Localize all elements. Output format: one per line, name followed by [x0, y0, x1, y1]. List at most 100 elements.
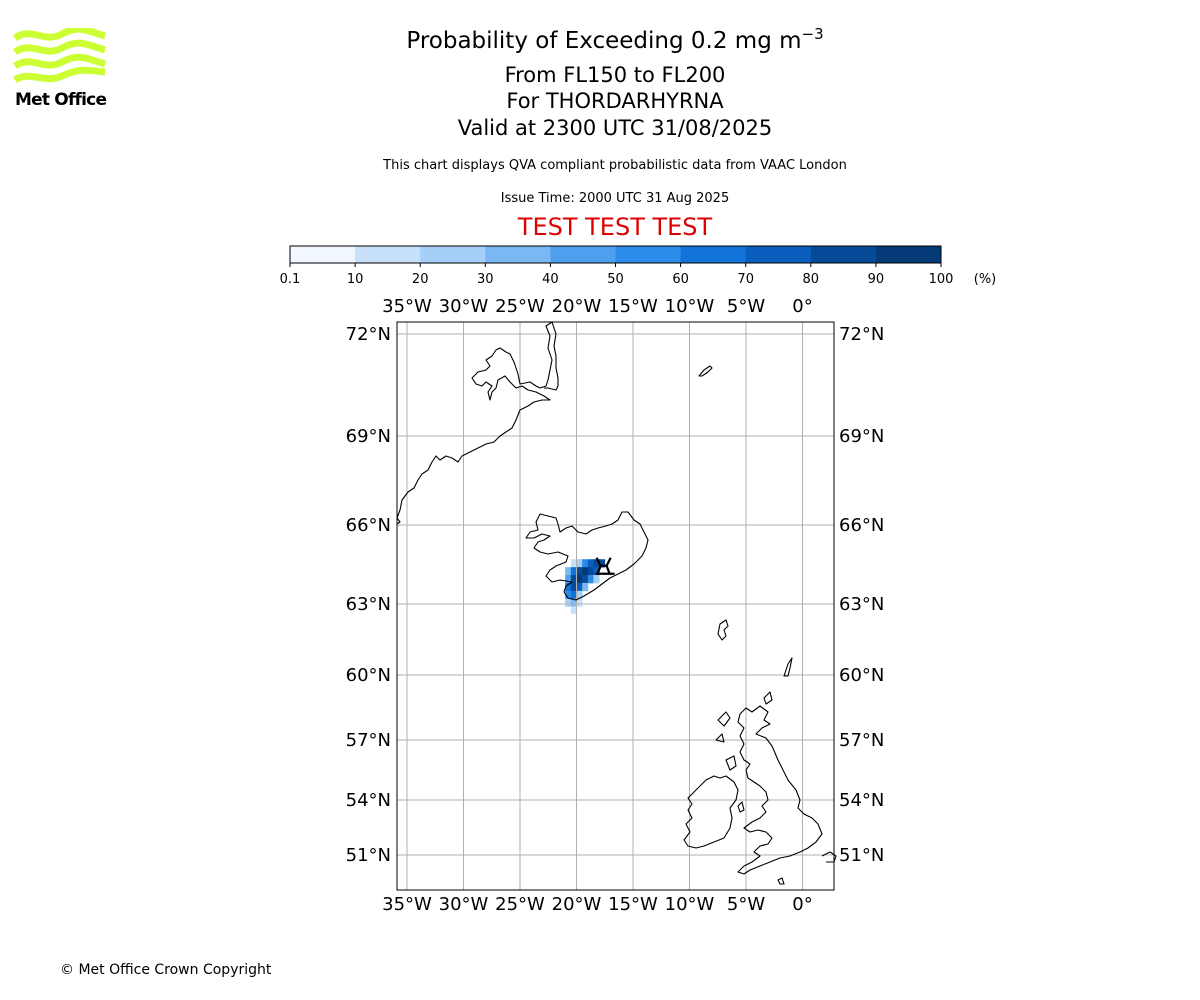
ash-probability-cell — [593, 567, 600, 576]
ash-probability-cell — [576, 559, 583, 568]
test-banner: TEST TEST TEST — [517, 213, 713, 241]
latitude-label: 60°N — [839, 665, 884, 686]
ash-probability-layer — [565, 559, 606, 614]
colorbar-tick-label: 70 — [737, 272, 754, 287]
longitude-label: 25°W — [495, 894, 545, 915]
longitude-label: 0° — [792, 296, 812, 317]
latitude-label: 63°N — [346, 594, 391, 615]
colorbar-tick-label: 0.1 — [280, 272, 301, 287]
ash-probability-cell — [570, 598, 577, 607]
iceland-coast — [525, 511, 649, 601]
ash-probability-cell — [576, 590, 583, 600]
greenland-coast-south — [396, 517, 401, 525]
colorbar-cell — [420, 246, 486, 263]
longitude-label: 15°W — [608, 894, 658, 915]
colorbar-cell — [290, 246, 356, 263]
copyright-notice: © Met Office Crown Copyright — [60, 962, 272, 978]
colorbar-cell — [355, 246, 421, 263]
longitude-label: 20°W — [552, 894, 602, 915]
latitude-label: 51°N — [839, 845, 884, 866]
colorbar-cell — [875, 246, 942, 263]
longitude-label: 5°W — [727, 894, 765, 915]
latitude-label: 69°N — [839, 426, 884, 447]
isle-of-man — [737, 801, 745, 813]
faroe-islands — [717, 619, 729, 641]
ash-probability-cell — [582, 575, 589, 584]
latitude-label: 66°N — [346, 515, 391, 536]
latitude-label: 54°N — [839, 790, 884, 811]
coastlines — [396, 321, 837, 885]
ash-probability-cell — [593, 575, 600, 584]
orkney — [763, 691, 773, 705]
logo-text: Met Office — [15, 90, 107, 110]
longitude-label: 0° — [792, 894, 812, 915]
longitude-label: 20°W — [552, 296, 602, 317]
ash-probability-cell — [565, 575, 572, 584]
latitude-labels-left: 72°N 69°N 66°N 63°N 60°N 57°N 54°N 51°N — [346, 324, 391, 866]
ash-probability-cell — [570, 559, 577, 568]
colorbar-cell — [810, 246, 877, 263]
ash-probability-cell — [582, 567, 589, 576]
colorbar-cell — [485, 246, 551, 263]
ash-probability-cell — [565, 590, 572, 600]
longitude-labels-top: 35°W 30°W 25°W 20°W 15°W 10°W 5°W 0° — [382, 296, 813, 317]
colorbar-cell — [680, 246, 747, 263]
latitude-label: 66°N — [839, 515, 884, 536]
ash-probability-cell — [576, 575, 583, 584]
colorbar-tick-label: 60 — [672, 272, 689, 287]
longitude-label: 25°W — [495, 296, 545, 317]
ash-probability-cell — [576, 582, 583, 592]
colorbar-tick-label: 10 — [347, 272, 364, 287]
latitude-label: 69°N — [346, 426, 391, 447]
longitude-label: 35°W — [382, 296, 432, 317]
flight-level-range: From FL150 to FL200 — [504, 63, 726, 87]
volcano-symbol — [595, 557, 615, 575]
longitude-label: 10°W — [665, 296, 715, 317]
map-frame — [396, 321, 835, 891]
met-office-waves-icon — [12, 25, 106, 84]
latitude-label: 54°N — [346, 790, 391, 811]
ash-probability-cell — [570, 582, 577, 592]
colorbar-tick-label: 80 — [803, 272, 820, 287]
colorbar-tick-label: 30 — [477, 272, 494, 287]
greenland-coast — [396, 321, 559, 519]
ireland-coast — [683, 775, 739, 849]
channel-islands — [777, 877, 785, 885]
colorbar-tick-label: 100 — [929, 272, 954, 287]
colorbar-tick-label: 90 — [868, 272, 885, 287]
longitude-label: 15°W — [608, 296, 658, 317]
longitude-label: 10°W — [665, 894, 715, 915]
colorbar-cell — [615, 246, 682, 263]
ash-probability-cell — [582, 559, 589, 568]
ash-probability-cell — [593, 559, 600, 568]
chart-title-exponent: −3 — [801, 25, 824, 43]
ash-probability-cell — [565, 582, 572, 592]
ash-probability-cell — [570, 575, 577, 584]
latitude-label: 51°N — [346, 845, 391, 866]
longitude-label: 30°W — [439, 894, 489, 915]
latitude-label: 57°N — [346, 730, 391, 751]
great-britain-coast — [737, 705, 823, 875]
jan-mayen — [698, 365, 713, 377]
latitude-label: 63°N — [839, 594, 884, 615]
latitude-label: 60°N — [346, 665, 391, 686]
ash-probability-cell — [587, 559, 594, 568]
chart-subtitle: This chart displays QVA compliant probab… — [383, 158, 847, 173]
colorbar: 0.1 10 20 30 40 50 60 70 80 90 100 (%) — [280, 245, 996, 287]
issue-time: Issue Time: 2000 UTC 31 Aug 2025 — [500, 191, 730, 206]
valid-time: Valid at 2300 UTC 31/08/2025 — [457, 116, 773, 140]
chart-title-prefix: Probability of Exceeding 0.2 mg m — [406, 28, 802, 54]
ash-probability-cell — [570, 590, 577, 600]
france-coast — [821, 851, 837, 863]
longitude-label: 30°W — [439, 296, 489, 317]
volcano-name-title: For THORDARHYRNA — [506, 89, 724, 113]
shetland — [783, 657, 793, 677]
ash-probability-cell — [587, 575, 594, 584]
map-gridlines — [397, 322, 834, 890]
ash-probability-cell — [565, 567, 572, 576]
colorbar-cell — [550, 246, 616, 263]
ash-probability-cell — [570, 606, 577, 614]
ash-probability-cell — [565, 598, 572, 607]
ash-probability-cell — [587, 567, 594, 576]
